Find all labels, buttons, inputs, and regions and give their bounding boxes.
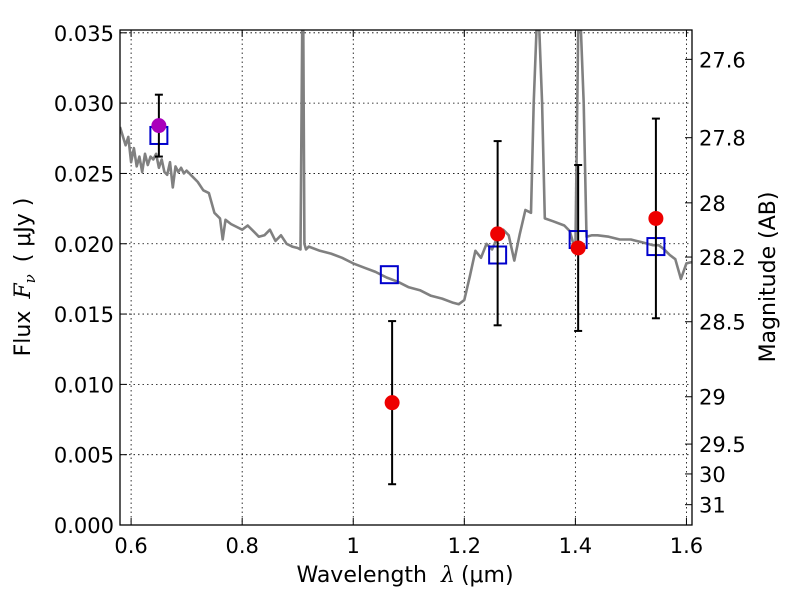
plot-frame [119, 29, 693, 526]
y-tick-label: 0.020 [54, 233, 114, 257]
y-axis-label-prefix: Flux [11, 311, 36, 357]
y-axis-label-unit: ( μJy ) [11, 198, 36, 263]
y-axis-label-subscript: ν [21, 274, 39, 283]
x-tick-label: 1 [347, 534, 360, 558]
y-axis-label: Flux Fν ( μJy ) [11, 198, 39, 357]
y2-tick-label: 28.5 [699, 311, 746, 335]
grid-lines [120, 30, 692, 526]
x-tick-label: 0.8 [225, 534, 258, 558]
y2-tick-label: 27.8 [699, 127, 746, 151]
y2-tick-label: 30 [699, 463, 726, 487]
y-tick-label: 0.035 [54, 22, 114, 46]
y2-tick-label: 31 [699, 494, 726, 518]
model-spectrum-line [120, 30, 692, 306]
y-tick-label: 0.000 [54, 514, 114, 538]
model-photometry-square [379, 265, 399, 285]
tick-labels: 0.6 0.8 1 1.2 1.4 1.6 0.000 0.005 0.010 0.015 0.02… [54, 22, 746, 558]
y-tick-label: 0.025 [54, 162, 114, 186]
plot-area [120, 30, 692, 486]
x-tick-label: 1.2 [448, 534, 481, 558]
x-tick-label: 1.4 [559, 534, 592, 558]
observed-flux-point [151, 118, 167, 134]
y-tick-label: 0.030 [54, 92, 114, 116]
observed-flux-point [648, 210, 664, 226]
y-tick-label: 0.010 [54, 373, 114, 397]
y2-tick-label: 29 [699, 386, 726, 410]
y2-tick-label: 28 [699, 192, 726, 216]
y2-tick-label: 27.6 [699, 48, 746, 72]
axis-ticks [120, 30, 692, 526]
x-axis-label-prefix: Wavelength [296, 563, 427, 588]
x-tick-label: 1.6 [670, 534, 703, 558]
y2-tick-label: 29.5 [699, 433, 746, 457]
y-tick-label: 0.015 [54, 303, 114, 327]
y-axis-label-symbol: F [11, 283, 36, 300]
x-axis-label-unit: (μm) [461, 563, 514, 588]
x-axis-label-symbol: λ [440, 563, 455, 588]
x-axis-label: Wavelength λ (μm) [296, 563, 513, 588]
observed-flux-point [570, 240, 586, 256]
y-tick-label: 0.005 [54, 444, 114, 468]
y2-axis-label: Magnitude (AB) [756, 192, 781, 363]
observed-flux-point [384, 395, 400, 411]
x-tick-label: 0.6 [114, 534, 147, 558]
y2-tick-label: 28.2 [699, 246, 746, 270]
observed-flux-point [490, 226, 506, 242]
